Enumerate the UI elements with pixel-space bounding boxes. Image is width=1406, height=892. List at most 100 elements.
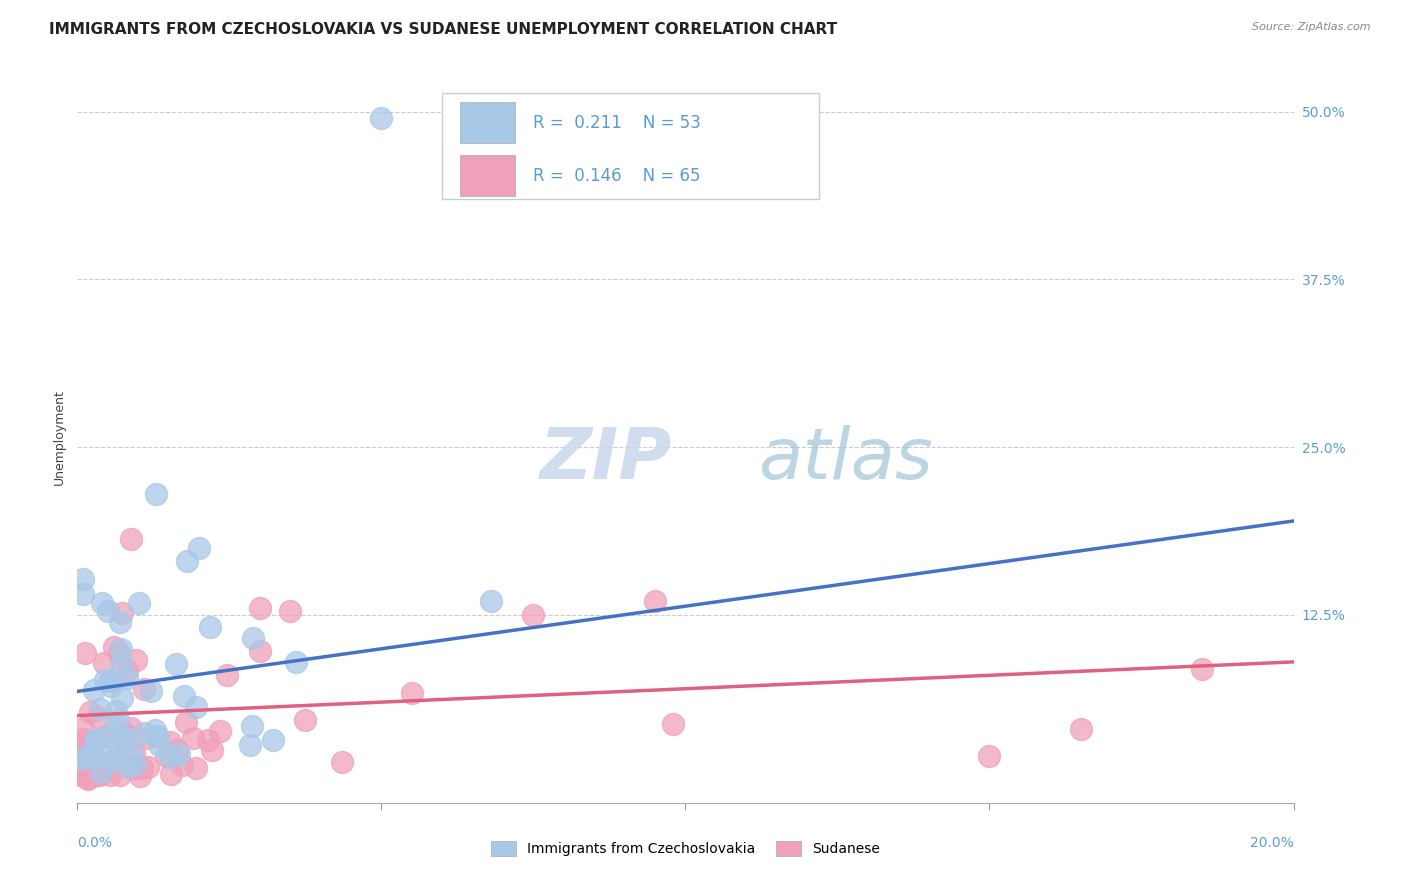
Point bbox=[72, 732, 94, 747]
Point bbox=[107, 647, 129, 661]
Point bbox=[72, 572, 94, 586]
Point bbox=[131, 761, 153, 775]
Point bbox=[166, 743, 188, 757]
Point bbox=[128, 596, 150, 610]
Point bbox=[1191, 662, 1213, 676]
Point bbox=[72, 752, 94, 766]
Point bbox=[107, 713, 129, 727]
Point bbox=[111, 607, 134, 621]
Point bbox=[105, 735, 128, 749]
Point bbox=[83, 734, 105, 748]
Point bbox=[124, 756, 146, 771]
Text: 0.0%: 0.0% bbox=[77, 837, 112, 850]
Point bbox=[115, 665, 138, 679]
Point bbox=[172, 757, 194, 772]
Point bbox=[145, 487, 167, 501]
Point bbox=[91, 596, 114, 610]
Point bbox=[105, 752, 128, 766]
Point bbox=[134, 682, 156, 697]
Point bbox=[122, 760, 145, 774]
Point bbox=[86, 768, 108, 782]
Point bbox=[217, 668, 239, 682]
Point bbox=[979, 748, 1001, 763]
Point bbox=[108, 729, 131, 743]
Point bbox=[72, 736, 94, 750]
Point bbox=[103, 640, 125, 655]
Point bbox=[262, 732, 284, 747]
Point bbox=[662, 717, 685, 731]
Point bbox=[97, 604, 120, 618]
Point bbox=[120, 721, 142, 735]
Point bbox=[174, 715, 197, 730]
Point bbox=[294, 713, 316, 727]
Point bbox=[73, 646, 96, 660]
Point bbox=[100, 673, 122, 688]
Text: 20.0%: 20.0% bbox=[1250, 837, 1294, 850]
Point bbox=[83, 757, 105, 772]
Point bbox=[90, 764, 112, 779]
Point bbox=[1070, 722, 1092, 736]
Point bbox=[105, 704, 128, 718]
Point bbox=[83, 682, 105, 697]
Text: Source: ZipAtlas.com: Source: ZipAtlas.com bbox=[1253, 22, 1371, 32]
Text: IMMIGRANTS FROM CZECHOSLOVAKIA VS SUDANESE UNEMPLOYMENT CORRELATION CHART: IMMIGRANTS FROM CZECHOSLOVAKIA VS SUDANE… bbox=[49, 22, 838, 37]
Point bbox=[644, 594, 666, 608]
Point bbox=[159, 749, 181, 764]
Point bbox=[139, 684, 162, 698]
Point bbox=[188, 541, 211, 555]
Point bbox=[112, 728, 135, 742]
Text: R =  0.211    N = 53: R = 0.211 N = 53 bbox=[533, 113, 702, 131]
Point bbox=[93, 657, 115, 671]
Point bbox=[94, 762, 117, 776]
Point bbox=[76, 748, 98, 763]
Point bbox=[79, 705, 101, 719]
Point bbox=[240, 719, 263, 733]
Text: ZIP: ZIP bbox=[540, 425, 672, 493]
Point bbox=[125, 653, 148, 667]
Point bbox=[198, 620, 221, 634]
Point bbox=[197, 733, 219, 747]
Point bbox=[149, 739, 172, 753]
Point bbox=[155, 748, 177, 763]
Point bbox=[100, 768, 122, 782]
Point bbox=[330, 756, 353, 770]
Point bbox=[173, 689, 195, 703]
Point bbox=[72, 759, 94, 773]
Point bbox=[239, 739, 262, 753]
Point bbox=[73, 768, 96, 782]
Point bbox=[101, 753, 124, 767]
Text: atlas: atlas bbox=[758, 425, 934, 493]
Point bbox=[80, 747, 103, 761]
Point bbox=[285, 655, 308, 669]
Point bbox=[124, 746, 146, 760]
Point bbox=[479, 594, 502, 608]
Legend: Immigrants from Czechoslovakia, Sudanese: Immigrants from Czechoslovakia, Sudanese bbox=[485, 836, 886, 862]
Point bbox=[94, 673, 117, 688]
Point bbox=[181, 731, 204, 745]
Point bbox=[86, 710, 108, 724]
Point bbox=[136, 760, 159, 774]
Point bbox=[89, 702, 111, 716]
Point bbox=[209, 724, 232, 739]
Point bbox=[94, 730, 117, 744]
Point bbox=[120, 745, 142, 759]
Point bbox=[184, 761, 207, 775]
Point bbox=[114, 730, 136, 744]
Point bbox=[100, 725, 122, 739]
Point bbox=[146, 729, 169, 743]
Point bbox=[186, 700, 208, 714]
Point bbox=[98, 673, 121, 688]
Point bbox=[86, 732, 108, 747]
Point bbox=[72, 587, 94, 601]
Point bbox=[112, 731, 135, 746]
Point bbox=[72, 769, 94, 783]
Point bbox=[77, 772, 100, 786]
Point bbox=[242, 631, 264, 645]
Point bbox=[159, 735, 181, 749]
Point bbox=[72, 738, 94, 752]
Point bbox=[117, 760, 139, 774]
Y-axis label: Unemployment: Unemployment bbox=[53, 389, 66, 485]
Point bbox=[111, 691, 134, 706]
Point bbox=[165, 657, 187, 671]
Point bbox=[77, 772, 100, 787]
